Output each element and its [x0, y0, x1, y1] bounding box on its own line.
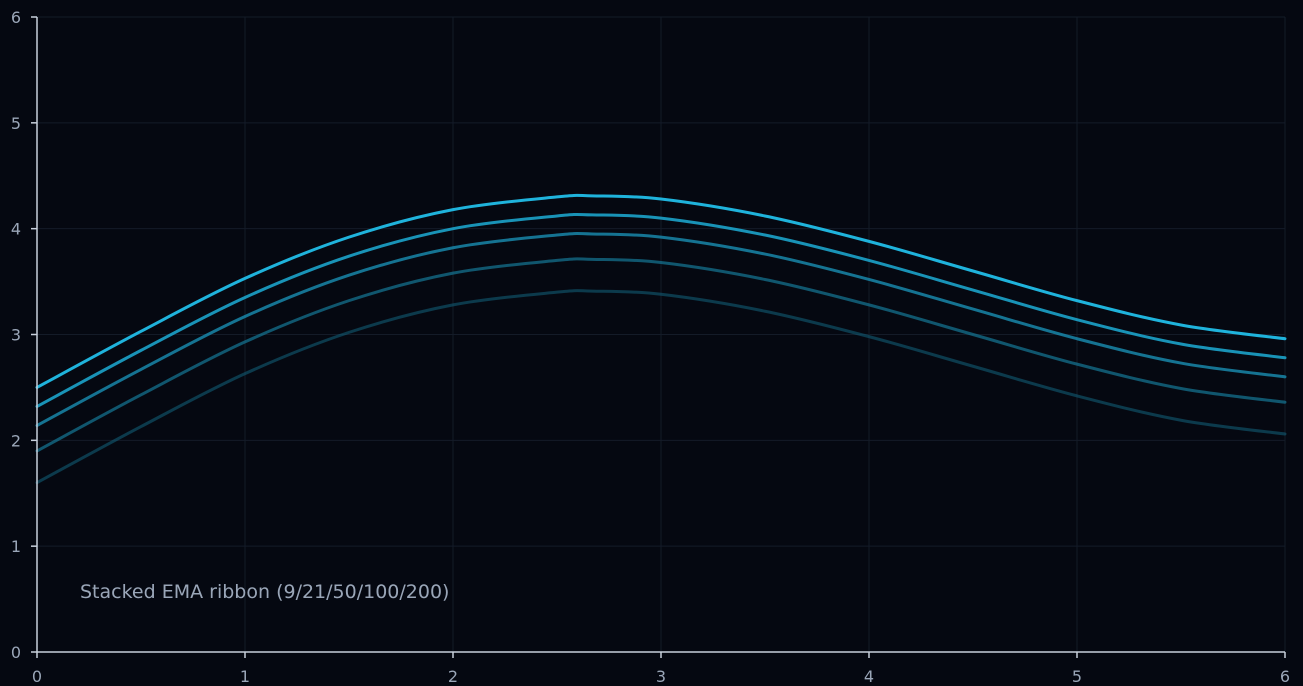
x-tick-label-6: 6 [1280, 667, 1290, 686]
series-lines [35, 193, 1287, 485]
axes [31, 16, 1286, 658]
y-tick-label-3: 3 [11, 326, 21, 345]
y-tick-label-6: 6 [11, 8, 21, 27]
tick-labels: 0 1 2 3 4 5 6 0 1 2 3 4 5 6 [11, 8, 1290, 686]
y-tick-label-5: 5 [11, 114, 21, 133]
series-line-1 [35, 193, 1287, 389]
series-line-5 [35, 289, 1287, 485]
x-tick-label-5: 5 [1072, 667, 1082, 686]
y-tick-label-4: 4 [11, 220, 21, 239]
chart-annotation: Stacked EMA ribbon (9/21/50/100/200) [80, 581, 449, 603]
y-tick-label-1: 1 [11, 537, 21, 556]
series-line-4 [35, 257, 1287, 453]
y-tick-label-0: 0 [11, 643, 21, 662]
x-tick-label-4: 4 [864, 667, 874, 686]
series-line-3 [35, 231, 1287, 428]
x-tick-label-2: 2 [448, 667, 458, 686]
y-tick-label-2: 2 [11, 431, 21, 450]
x-tick-label-3: 3 [656, 667, 666, 686]
x-tick-label-0: 0 [32, 667, 42, 686]
series-line-2 [35, 212, 1287, 408]
grid [36, 16, 1286, 653]
x-tick-label-1: 1 [240, 667, 250, 686]
